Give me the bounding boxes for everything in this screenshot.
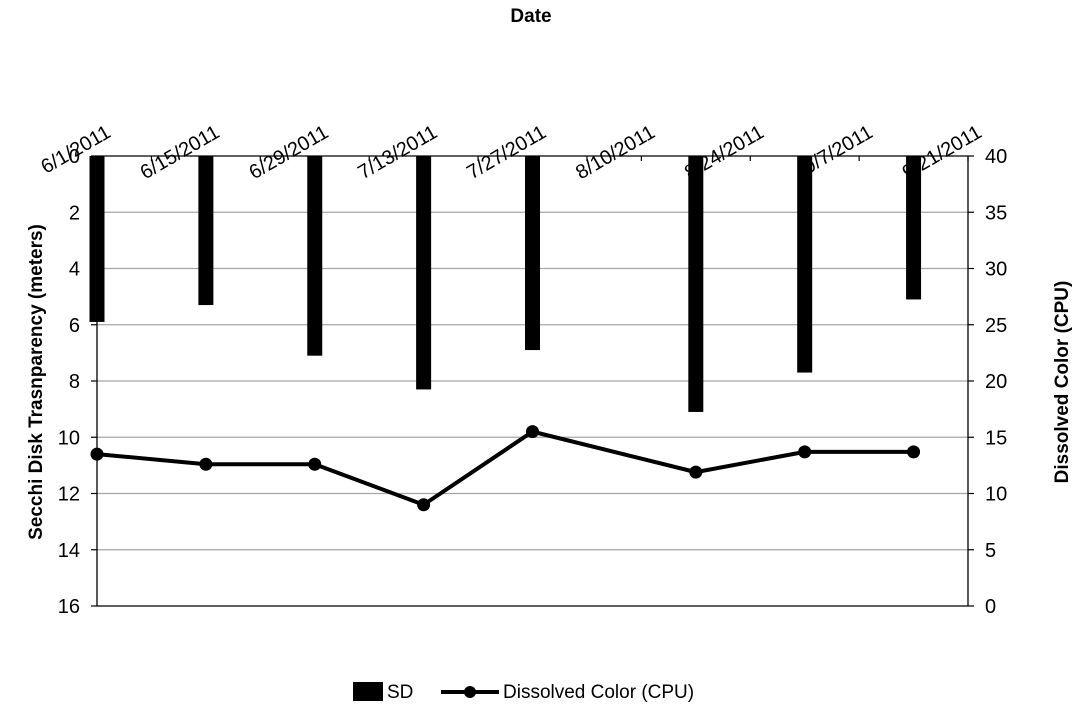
sd-bar [906, 156, 922, 300]
x-tick-label: 9/7/2011 [799, 121, 876, 178]
right-tick-label: 0 [985, 596, 996, 618]
color-line [90, 425, 921, 512]
right-tick-label: 30 [985, 259, 1007, 281]
sd-bar [307, 156, 323, 356]
left-tick-label: 0 [69, 146, 80, 168]
right-tick-label: 15 [985, 427, 1007, 449]
sd-bar [688, 156, 704, 412]
right-tick-label: 20 [985, 371, 1007, 393]
x-tick-label: 8/24/2011 [681, 121, 768, 184]
sd-bar [797, 156, 813, 373]
color-point [526, 425, 539, 439]
color-point [308, 457, 322, 471]
right-tick-label: 10 [985, 484, 1007, 506]
right-tick-labels: 0 5 10 15 20 25 30 35 40 [985, 146, 1007, 618]
legend-color-label: Dissolved Color (CPU) [503, 682, 694, 703]
x-tick-labels: 6/1/2011 6/15/2011 6/29/2011 7/13/2011 7/27/… [37, 121, 985, 184]
left-tick-label: 4 [69, 259, 80, 281]
left-axis-title: Secchi Disk Trasnparency (meters) [26, 224, 47, 540]
sd-bar [198, 156, 214, 306]
x-tick-label: 9/21/2011 [899, 121, 986, 184]
right-axis-title: Dissolved Color (CPU) [1052, 281, 1073, 484]
sd-bar [525, 156, 540, 351]
right-tick-label: 25 [985, 315, 1007, 337]
left-tick-label: 16 [58, 596, 80, 618]
legend-sd-label: SD [387, 682, 413, 703]
sd-bars [89, 156, 922, 412]
legend-line-marker [464, 686, 476, 698]
right-tick-label: 40 [985, 146, 1007, 168]
legend: SD Dissolved Color (CPU) [353, 682, 694, 703]
left-tick-labels: 0 2 4 6 8 10 12 14 16 [58, 146, 80, 618]
left-tick-label: 8 [69, 371, 80, 393]
x-tick-label: 8/10/2011 [572, 121, 659, 184]
color-point [907, 445, 921, 459]
color-point [689, 465, 703, 479]
left-tick-label: 6 [69, 315, 80, 337]
legend-sd-swatch [353, 682, 383, 701]
color-point [199, 457, 213, 471]
color-point [798, 445, 812, 459]
right-tick-label: 5 [985, 540, 996, 562]
left-tick-label: 14 [58, 540, 80, 562]
color-point [417, 498, 431, 512]
left-tick-label: 2 [69, 202, 80, 224]
left-tick-label: 10 [58, 427, 80, 449]
right-tick-label: 35 [985, 202, 1007, 224]
axes [91, 155, 974, 607]
x-axis-title: Date [510, 6, 551, 27]
sd-bar [416, 156, 432, 390]
color-line-path [96, 429, 914, 507]
left-tick-label: 12 [58, 484, 80, 506]
